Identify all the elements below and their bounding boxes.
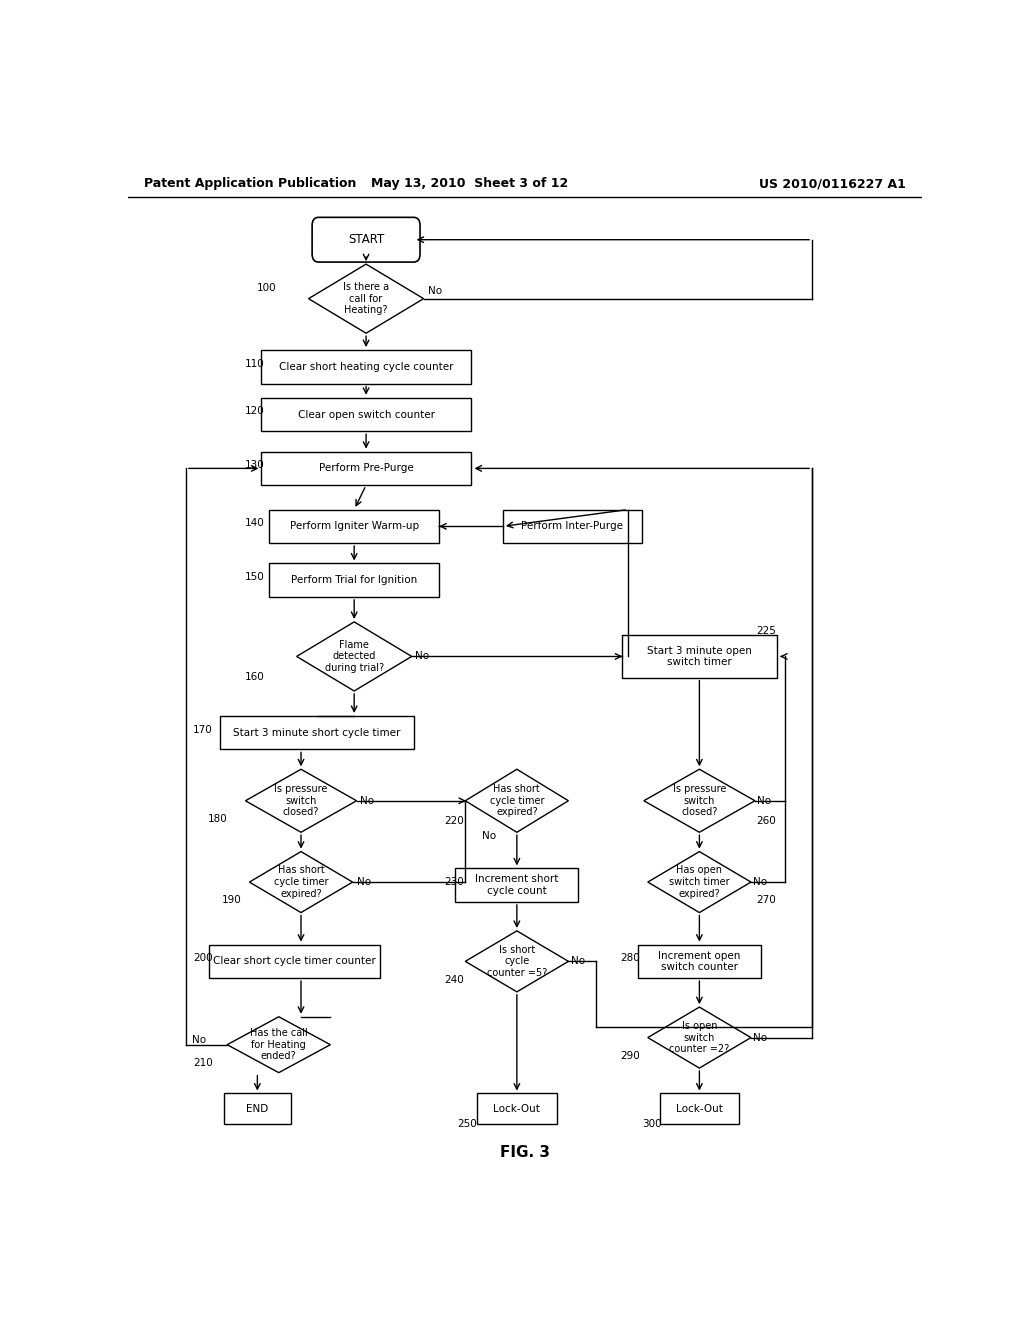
Text: 170: 170 <box>194 725 213 735</box>
Text: END: END <box>246 1104 268 1114</box>
Text: Is pressure
switch
closed?: Is pressure switch closed? <box>274 784 328 817</box>
Polygon shape <box>465 931 568 991</box>
Polygon shape <box>648 1007 751 1068</box>
Text: Is there a
call for
Heating?: Is there a call for Heating? <box>343 282 389 315</box>
Text: 240: 240 <box>443 974 464 985</box>
Text: 160: 160 <box>245 672 264 681</box>
Text: 190: 190 <box>221 895 242 906</box>
Bar <box>261 350 471 384</box>
Text: Is open
switch
counter =2?: Is open switch counter =2? <box>670 1020 729 1055</box>
Text: Perform Pre-Purge: Perform Pre-Purge <box>318 463 414 474</box>
Text: Has the call
for Heating
ended?: Has the call for Heating ended? <box>250 1028 307 1061</box>
Text: No: No <box>191 1035 206 1044</box>
Text: No: No <box>428 285 442 296</box>
Text: No: No <box>356 876 371 887</box>
Text: Perform Inter-Purge: Perform Inter-Purge <box>521 521 624 532</box>
Polygon shape <box>250 851 352 912</box>
Text: Has open
switch timer
expired?: Has open switch timer expired? <box>669 866 730 899</box>
Text: 200: 200 <box>194 953 213 964</box>
Bar <box>223 1093 291 1125</box>
Text: No: No <box>754 876 767 887</box>
Text: Is pressure
switch
closed?: Is pressure switch closed? <box>673 784 726 817</box>
Bar <box>220 715 414 750</box>
Text: 260: 260 <box>757 816 776 826</box>
Text: No: No <box>482 832 497 841</box>
Text: Increment short
cycle count: Increment short cycle count <box>475 874 558 896</box>
Text: Perform Igniter Warm-up: Perform Igniter Warm-up <box>290 521 419 532</box>
Bar <box>622 635 777 677</box>
Text: Start 3 minute open
switch timer: Start 3 minute open switch timer <box>647 645 752 667</box>
Text: Lock-Out: Lock-Out <box>494 1104 541 1114</box>
Text: 120: 120 <box>245 407 264 417</box>
Text: Patent Application Publication: Patent Application Publication <box>143 177 356 190</box>
Text: 150: 150 <box>245 572 264 582</box>
Text: Has short
cycle timer
expired?: Has short cycle timer expired? <box>489 784 544 817</box>
Text: Is short
cycle
counter =5?: Is short cycle counter =5? <box>486 945 547 978</box>
Text: Start 3 minute short cycle timer: Start 3 minute short cycle timer <box>233 727 400 738</box>
Text: 220: 220 <box>443 816 464 826</box>
Text: Flame
detected
during trial?: Flame detected during trial? <box>325 640 384 673</box>
Text: Clear short heating cycle counter: Clear short heating cycle counter <box>279 362 454 372</box>
Bar <box>477 1093 557 1125</box>
Text: 250: 250 <box>458 1119 477 1129</box>
Text: 300: 300 <box>642 1119 662 1129</box>
Text: 225: 225 <box>757 626 776 636</box>
Text: Clear open switch counter: Clear open switch counter <box>298 409 434 420</box>
Text: START: START <box>348 234 384 247</box>
Text: 180: 180 <box>207 814 227 824</box>
Text: No: No <box>758 796 771 805</box>
Text: Lock-Out: Lock-Out <box>676 1104 723 1114</box>
Polygon shape <box>227 1016 331 1073</box>
Polygon shape <box>465 770 568 833</box>
Bar <box>261 451 471 486</box>
Text: 210: 210 <box>194 1059 213 1068</box>
Bar <box>503 510 642 543</box>
Polygon shape <box>644 770 755 833</box>
Text: 230: 230 <box>443 876 464 887</box>
Bar <box>659 1093 739 1125</box>
Text: 110: 110 <box>245 359 264 368</box>
Polygon shape <box>297 622 412 690</box>
Text: Has short
cycle timer
expired?: Has short cycle timer expired? <box>273 866 329 899</box>
Text: No: No <box>416 652 429 661</box>
Text: 290: 290 <box>620 1051 640 1061</box>
Text: Clear short cycle timer counter: Clear short cycle timer counter <box>213 957 376 966</box>
Text: 100: 100 <box>257 284 276 293</box>
Text: Increment open
switch counter: Increment open switch counter <box>658 950 740 972</box>
Text: US 2010/0116227 A1: US 2010/0116227 A1 <box>759 177 905 190</box>
Polygon shape <box>246 770 356 833</box>
Text: May 13, 2010  Sheet 3 of 12: May 13, 2010 Sheet 3 of 12 <box>371 177 568 190</box>
Text: 140: 140 <box>245 519 264 528</box>
Bar <box>269 510 439 543</box>
Text: Perform Trial for Ignition: Perform Trial for Ignition <box>291 576 418 585</box>
Text: No: No <box>570 957 585 966</box>
FancyBboxPatch shape <box>312 218 420 263</box>
Bar <box>261 397 471 432</box>
Text: FIG. 3: FIG. 3 <box>500 1144 550 1160</box>
Polygon shape <box>648 851 751 912</box>
Bar <box>638 945 761 978</box>
Text: 280: 280 <box>620 953 640 964</box>
Text: 130: 130 <box>245 461 264 470</box>
Bar <box>456 869 579 902</box>
Polygon shape <box>308 264 424 333</box>
Text: 270: 270 <box>757 895 776 906</box>
Text: No: No <box>359 796 374 805</box>
Bar <box>209 945 380 978</box>
Text: No: No <box>754 1032 767 1043</box>
Bar <box>269 564 439 597</box>
